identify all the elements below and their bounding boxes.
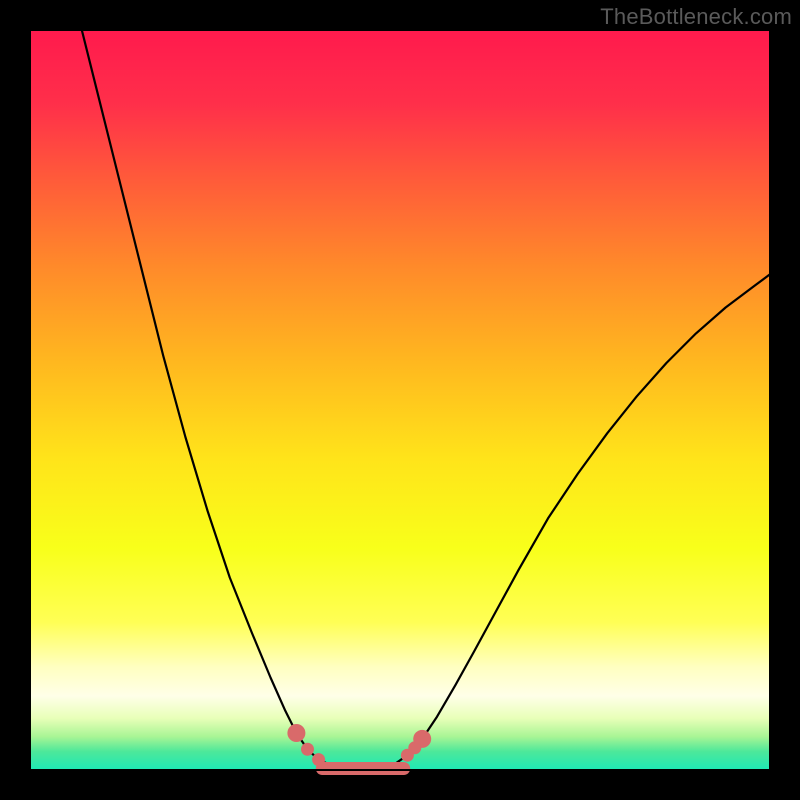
marker-dot [301, 743, 314, 756]
marker-dot [312, 753, 325, 766]
watermark-text: TheBottleneck.com [600, 4, 792, 30]
chart-gradient-bg [30, 30, 770, 770]
marker-dot [413, 730, 431, 748]
bottleneck-chart [0, 0, 800, 800]
marker-dot [287, 724, 305, 742]
